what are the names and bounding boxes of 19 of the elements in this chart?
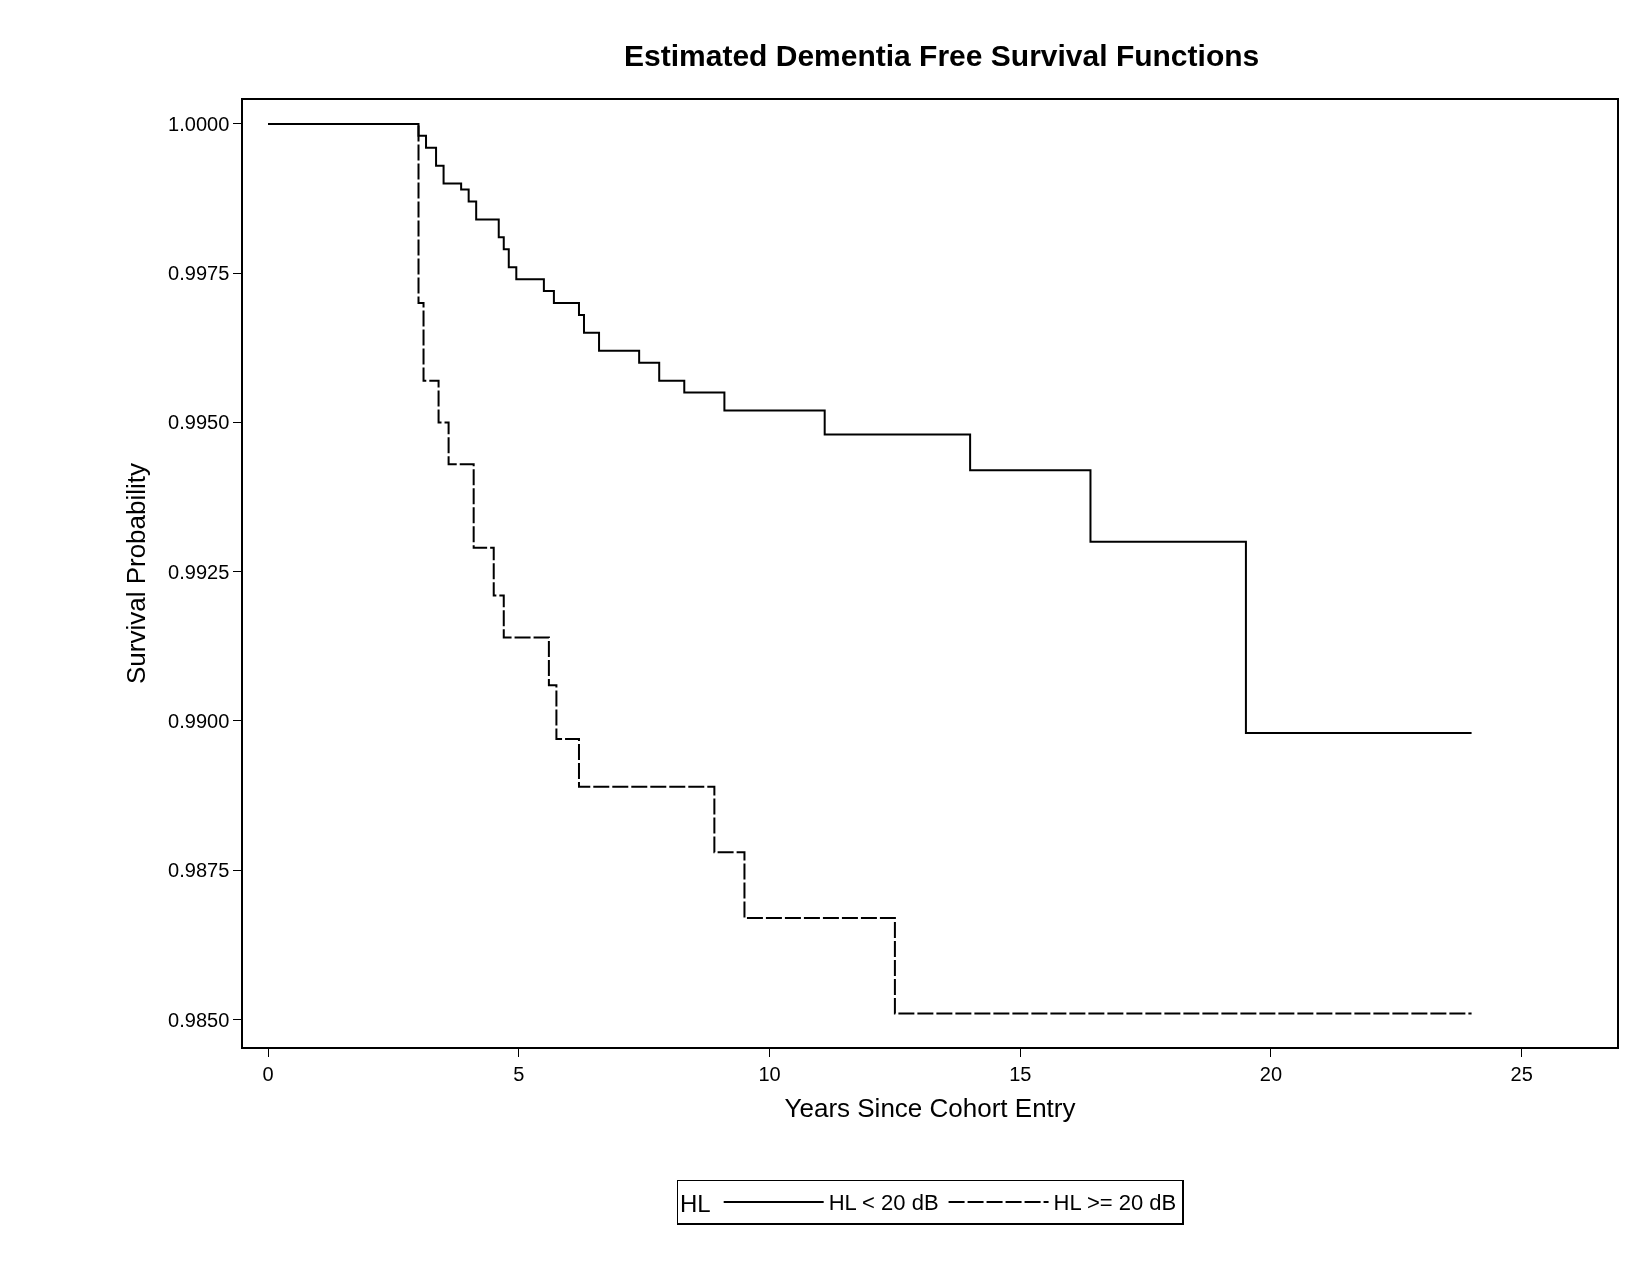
x-axis-title: Years Since Cohort Entry bbox=[784, 1092, 1076, 1123]
chart-title: Estimated Dementia Free Survival Functions bbox=[624, 38, 1260, 72]
y-tick-label: 0.9900 bbox=[168, 709, 230, 732]
legend-label: HL >= 20 dB bbox=[1053, 1190, 1177, 1216]
x-tick-label: 0 bbox=[262, 1062, 274, 1085]
y-axis-title: Survival Probability bbox=[120, 462, 151, 685]
legend-title: HL bbox=[680, 1190, 711, 1218]
x-tick-label: 20 bbox=[1259, 1062, 1283, 1085]
y-tick-label: 1.0000 bbox=[168, 112, 230, 135]
x-tick-label: 25 bbox=[1510, 1062, 1533, 1085]
y-tick-label: 0.9950 bbox=[168, 411, 230, 434]
legend-label: HL < 20 dB bbox=[828, 1190, 939, 1216]
x-tick-label: 5 bbox=[513, 1062, 525, 1085]
y-tick-label: 0.9850 bbox=[168, 1008, 230, 1031]
x-tick-label: 15 bbox=[1009, 1062, 1032, 1085]
x-tick-label: 10 bbox=[758, 1062, 781, 1085]
y-tick-label: 0.9925 bbox=[168, 560, 230, 583]
y-tick-label: 0.9875 bbox=[168, 859, 230, 882]
y-tick-label: 0.9975 bbox=[168, 262, 230, 285]
